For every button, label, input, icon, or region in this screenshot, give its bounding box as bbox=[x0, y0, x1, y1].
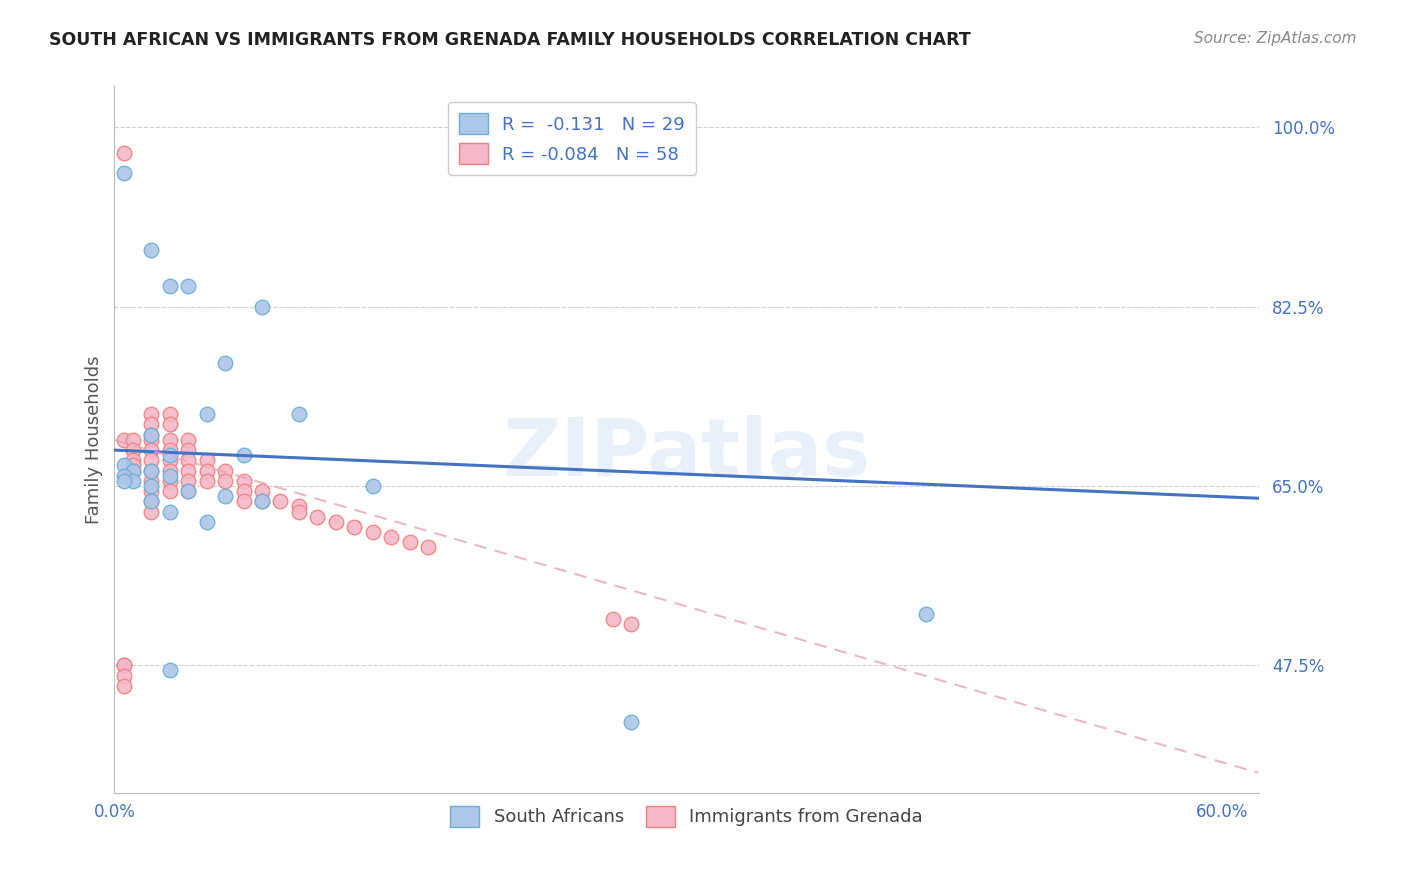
Point bbox=[288, 500, 311, 514]
Point bbox=[602, 612, 624, 626]
Point bbox=[159, 474, 181, 488]
Point bbox=[159, 433, 181, 447]
Point bbox=[141, 407, 163, 421]
Point bbox=[121, 458, 143, 473]
Point bbox=[159, 505, 181, 519]
Point bbox=[288, 505, 311, 519]
Point bbox=[915, 607, 938, 621]
Point bbox=[159, 468, 181, 483]
Point bbox=[141, 427, 163, 442]
Point bbox=[250, 484, 273, 499]
Point bbox=[159, 279, 181, 293]
Point bbox=[177, 474, 200, 488]
Point bbox=[361, 524, 384, 539]
Point bbox=[112, 658, 135, 673]
Point bbox=[141, 464, 163, 478]
Text: SOUTH AFRICAN VS IMMIGRANTS FROM GRENADA FAMILY HOUSEHOLDS CORRELATION CHART: SOUTH AFRICAN VS IMMIGRANTS FROM GRENADA… bbox=[49, 31, 972, 49]
Point bbox=[141, 474, 163, 488]
Point bbox=[620, 617, 643, 632]
Point bbox=[112, 474, 135, 488]
Point bbox=[232, 484, 254, 499]
Point bbox=[159, 407, 181, 421]
Point bbox=[141, 464, 163, 478]
Point bbox=[250, 300, 273, 314]
Y-axis label: Family Households: Family Households bbox=[86, 356, 103, 524]
Point bbox=[112, 679, 135, 693]
Point bbox=[112, 468, 135, 483]
Point bbox=[380, 530, 402, 544]
Point bbox=[195, 453, 218, 467]
Point bbox=[141, 484, 163, 499]
Point bbox=[112, 668, 135, 682]
Point bbox=[177, 453, 200, 467]
Point bbox=[214, 489, 236, 503]
Point bbox=[141, 494, 163, 508]
Point bbox=[398, 535, 420, 549]
Point bbox=[112, 658, 135, 673]
Point bbox=[159, 464, 181, 478]
Point bbox=[177, 464, 200, 478]
Point bbox=[177, 484, 200, 499]
Point bbox=[121, 443, 143, 458]
Point bbox=[232, 474, 254, 488]
Point bbox=[288, 407, 311, 421]
Point bbox=[250, 494, 273, 508]
Point bbox=[620, 714, 643, 729]
Point bbox=[159, 417, 181, 432]
Point bbox=[141, 433, 163, 447]
Point bbox=[250, 494, 273, 508]
Point bbox=[112, 458, 135, 473]
Point bbox=[325, 515, 347, 529]
Point bbox=[141, 417, 163, 432]
Point bbox=[195, 515, 218, 529]
Point bbox=[177, 279, 200, 293]
Point bbox=[121, 453, 143, 467]
Point bbox=[214, 464, 236, 478]
Point bbox=[159, 453, 181, 467]
Point bbox=[195, 464, 218, 478]
Point bbox=[177, 433, 200, 447]
Point bbox=[361, 479, 384, 493]
Point bbox=[159, 484, 181, 499]
Point bbox=[214, 474, 236, 488]
Text: ZIPatlas: ZIPatlas bbox=[502, 415, 870, 493]
Point bbox=[159, 664, 181, 678]
Point bbox=[214, 356, 236, 370]
Point bbox=[232, 448, 254, 462]
Point bbox=[195, 407, 218, 421]
Point bbox=[177, 443, 200, 458]
Point bbox=[141, 494, 163, 508]
Point bbox=[177, 484, 200, 499]
Point bbox=[121, 474, 143, 488]
Point bbox=[343, 520, 366, 534]
Point bbox=[307, 509, 329, 524]
Point bbox=[159, 443, 181, 458]
Point bbox=[270, 494, 292, 508]
Point bbox=[112, 166, 135, 180]
Point bbox=[141, 453, 163, 467]
Point bbox=[141, 443, 163, 458]
Point bbox=[141, 244, 163, 258]
Point bbox=[159, 448, 181, 462]
Point bbox=[141, 479, 163, 493]
Legend: South Africans, Immigrants from Grenada: South Africans, Immigrants from Grenada bbox=[443, 798, 929, 834]
Point bbox=[232, 494, 254, 508]
Point bbox=[112, 433, 135, 447]
Point bbox=[121, 433, 143, 447]
Point bbox=[141, 427, 163, 442]
Point bbox=[141, 505, 163, 519]
Point bbox=[195, 474, 218, 488]
Point bbox=[121, 464, 143, 478]
Point bbox=[112, 145, 135, 160]
Text: Source: ZipAtlas.com: Source: ZipAtlas.com bbox=[1194, 31, 1357, 46]
Point bbox=[121, 464, 143, 478]
Point bbox=[418, 541, 440, 555]
